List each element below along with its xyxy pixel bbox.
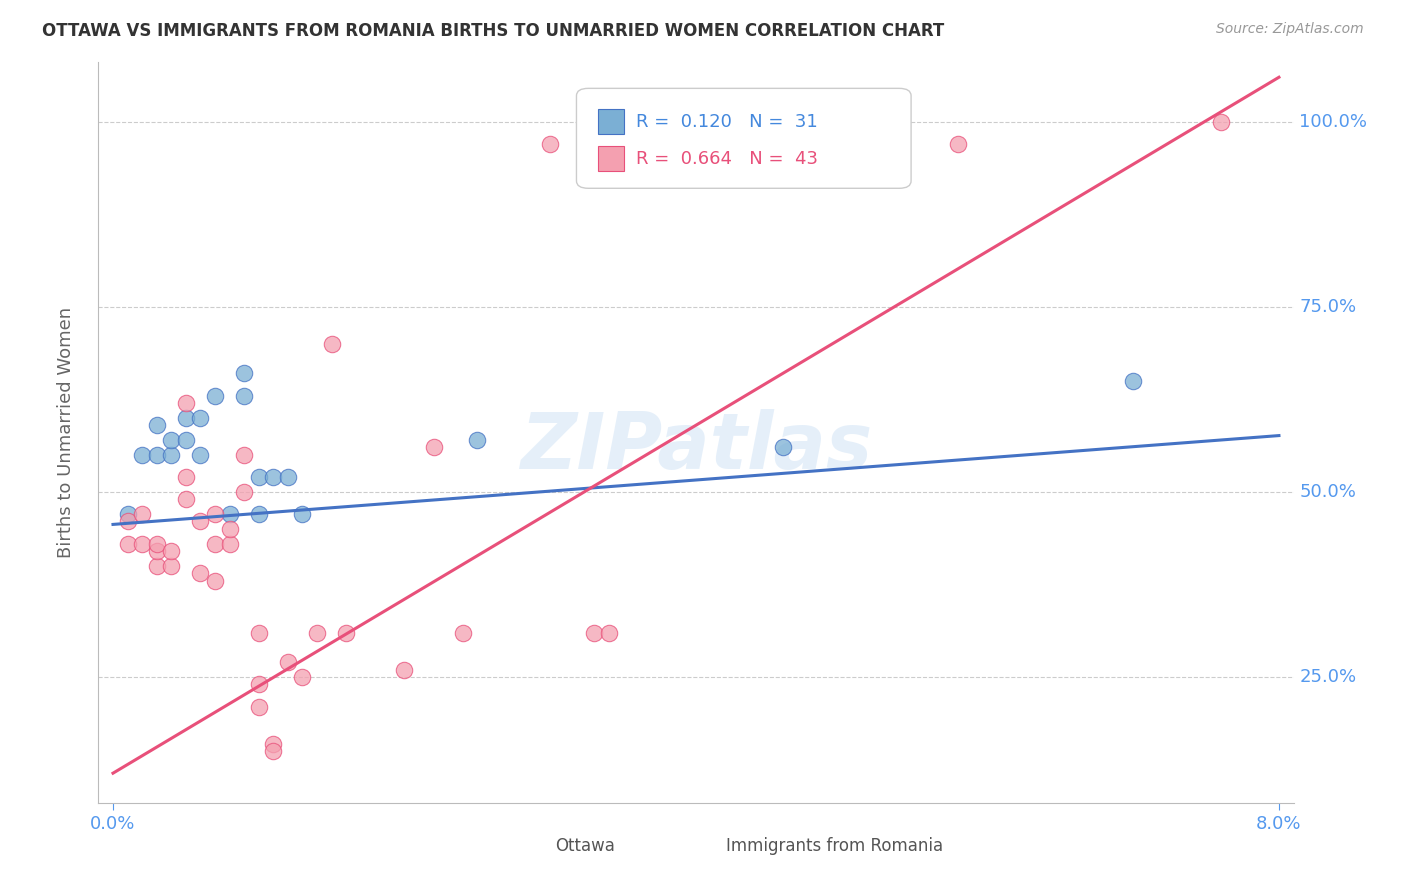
Point <box>948 136 970 151</box>
Text: 100.0%: 100.0% <box>1299 112 1368 130</box>
Point <box>582 129 605 144</box>
Point <box>174 433 197 447</box>
Y-axis label: Births to Unmarried Women: Births to Unmarried Women <box>56 307 75 558</box>
Point <box>772 441 794 455</box>
Point <box>117 536 139 550</box>
Text: ZIPatlas: ZIPatlas <box>520 409 872 485</box>
Point <box>247 470 270 484</box>
Point <box>174 410 197 425</box>
Point <box>160 448 183 462</box>
Point <box>160 558 183 573</box>
Point <box>233 484 256 499</box>
Point <box>131 448 153 462</box>
Point <box>145 544 167 558</box>
Point <box>598 625 620 640</box>
Point <box>233 389 256 403</box>
Point <box>174 396 197 410</box>
Point <box>467 433 489 447</box>
Point <box>305 625 328 640</box>
Point <box>218 507 240 521</box>
Point <box>174 492 197 507</box>
Point <box>160 544 183 558</box>
FancyBboxPatch shape <box>598 109 624 135</box>
Point <box>538 136 561 151</box>
Text: R =  0.120   N =  31: R = 0.120 N = 31 <box>637 112 818 130</box>
Point <box>117 515 139 529</box>
Text: 25.0%: 25.0% <box>1299 668 1357 686</box>
Point <box>612 129 634 144</box>
Text: 75.0%: 75.0% <box>1299 298 1357 316</box>
Point <box>160 433 183 447</box>
FancyBboxPatch shape <box>523 836 548 857</box>
Point <box>145 448 167 462</box>
Point <box>422 441 444 455</box>
Point <box>145 558 167 573</box>
Point <box>190 410 212 425</box>
Point <box>1122 374 1144 388</box>
Point <box>582 625 605 640</box>
Point <box>335 625 357 640</box>
Point <box>291 507 314 521</box>
Text: Source: ZipAtlas.com: Source: ZipAtlas.com <box>1216 22 1364 37</box>
Point <box>262 737 284 751</box>
FancyBboxPatch shape <box>693 836 720 857</box>
Point <box>204 389 226 403</box>
Point <box>233 448 256 462</box>
Point <box>204 574 226 588</box>
Text: 50.0%: 50.0% <box>1299 483 1357 500</box>
Point <box>204 507 226 521</box>
Text: Immigrants from Romania: Immigrants from Romania <box>725 838 943 855</box>
Point <box>598 129 620 144</box>
Point <box>174 470 197 484</box>
Point <box>131 536 153 550</box>
Point <box>451 625 474 640</box>
Point <box>204 536 226 550</box>
Point <box>190 448 212 462</box>
Point <box>190 566 212 581</box>
Point <box>117 507 139 521</box>
Point <box>131 507 153 521</box>
Point <box>277 655 299 669</box>
Point <box>145 536 167 550</box>
Text: OTTAWA VS IMMIGRANTS FROM ROMANIA BIRTHS TO UNMARRIED WOMEN CORRELATION CHART: OTTAWA VS IMMIGRANTS FROM ROMANIA BIRTHS… <box>42 22 945 40</box>
Point <box>262 744 284 758</box>
Point <box>218 536 240 550</box>
Point <box>233 367 256 381</box>
Point <box>190 515 212 529</box>
Point <box>262 470 284 484</box>
Point <box>277 470 299 484</box>
Point <box>247 677 270 691</box>
Text: R =  0.664   N =  43: R = 0.664 N = 43 <box>637 150 818 168</box>
Point <box>321 336 343 351</box>
Point <box>218 522 240 536</box>
Point <box>247 625 270 640</box>
FancyBboxPatch shape <box>598 146 624 171</box>
Point <box>247 507 270 521</box>
FancyBboxPatch shape <box>576 88 911 188</box>
Point <box>247 699 270 714</box>
Text: Ottawa: Ottawa <box>555 838 614 855</box>
Point <box>291 670 314 684</box>
Point <box>394 663 416 677</box>
Point <box>1209 114 1232 128</box>
Point <box>145 418 167 433</box>
